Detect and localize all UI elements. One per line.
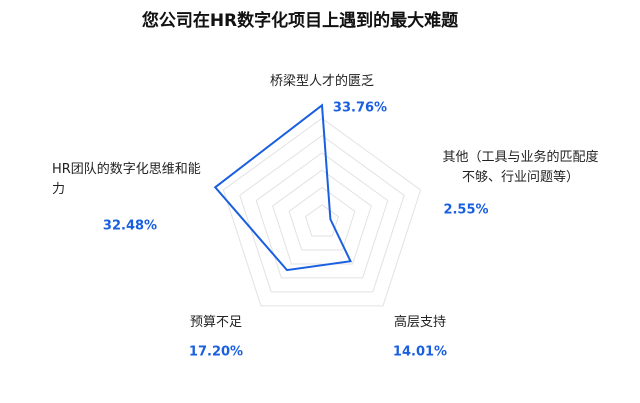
axis-label: HR团队的数字化思维和能力	[52, 162, 201, 197]
value-label: 32.48%	[102, 218, 158, 234]
grid-ring	[272, 169, 372, 265]
axis-label: 预算不足	[189, 315, 242, 330]
axis-label: 桥梁型人才的匮乏	[269, 74, 374, 89]
grid-ring	[305, 204, 339, 237]
axis-label: 其他（工具与业务的匹配度不够、行业问题等）	[442, 150, 599, 185]
value-label: 2.55%	[443, 202, 489, 218]
grid-ring	[239, 134, 405, 293]
value-label: 17.20%	[188, 344, 244, 360]
value-label: 33.76%	[332, 100, 388, 116]
chart-title: 您公司在HR数字化项目上遇到的最大难题	[141, 11, 459, 31]
axis-label: 高层支持	[393, 315, 446, 330]
grid-ring	[222, 117, 422, 307]
value-label: 14.01%	[392, 344, 448, 360]
grid-ring	[288, 186, 356, 251]
radar-line	[213, 103, 352, 272]
grid-ring	[255, 152, 389, 279]
